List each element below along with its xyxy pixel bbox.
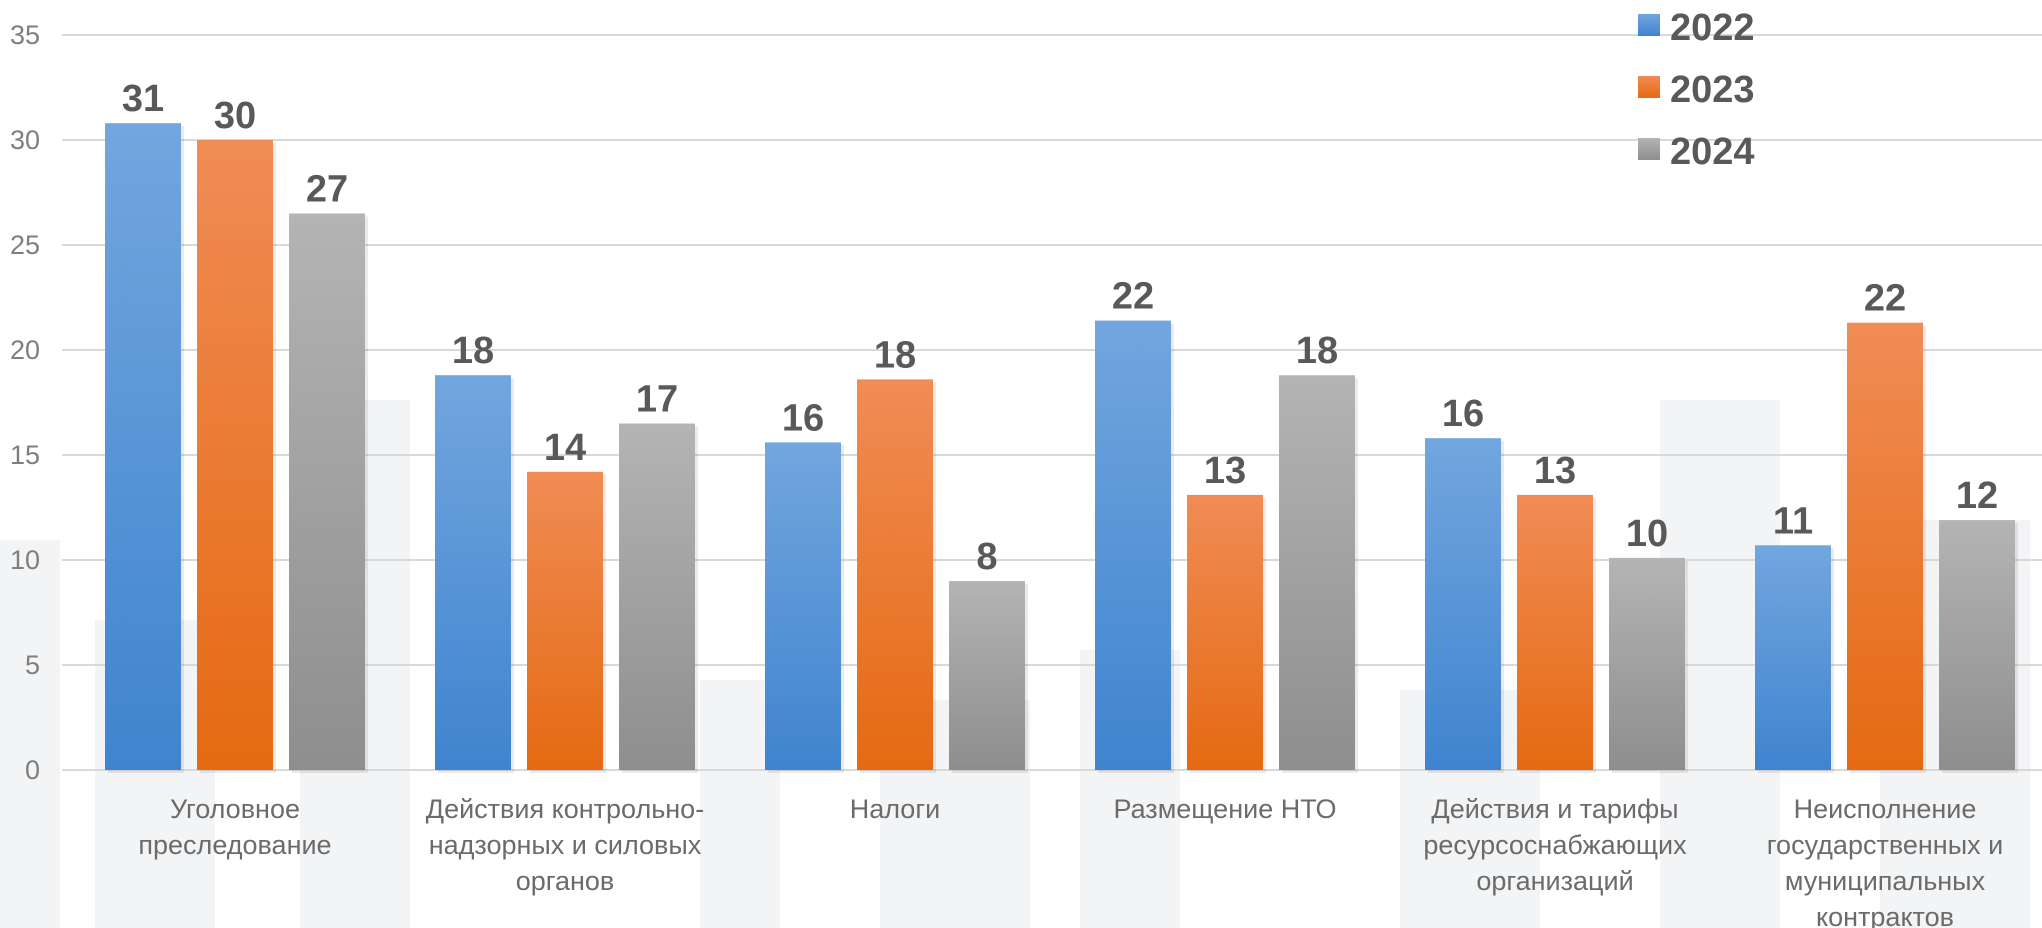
bar-2024-2 [949, 581, 1025, 770]
bar-2022-4 [1425, 438, 1501, 770]
x-category-label: Размещение НТО [1113, 794, 1336, 824]
data-label: 17 [636, 379, 678, 421]
y-tick-label: 25 [10, 230, 40, 260]
x-axis: Уголовное преследование Действия контрольн… [138, 794, 2003, 928]
x-category-label: органов [516, 866, 615, 896]
bar-2024-4 [1609, 557, 1685, 770]
data-label: 10 [1626, 513, 1668, 555]
x-category-label: Действия контрольно- [426, 794, 704, 824]
legend-swatch-2022 [1638, 14, 1660, 36]
bar-2024-0 [289, 213, 365, 770]
bar-2024-3 [1279, 375, 1355, 770]
bar-2024-1 [619, 423, 695, 770]
bar-2022-5 [1755, 545, 1831, 770]
x-category-label: Уголовное [170, 794, 300, 824]
bar-2023-2 [857, 379, 933, 770]
x-category-label: преследование [138, 830, 331, 860]
bars [105, 123, 2018, 773]
x-category-label: Действия и тарифы [1431, 794, 1678, 824]
y-tick-label: 0 [25, 755, 40, 785]
x-category-label: контрактов [1816, 902, 1954, 928]
y-tick-label: 20 [10, 335, 40, 365]
y-tick-label: 35 [10, 20, 40, 50]
data-label: 18 [1296, 330, 1338, 372]
y-tick-label: 10 [10, 545, 40, 575]
x-category-label: ресурсоснабжающих [1423, 830, 1687, 860]
data-label: 13 [1204, 450, 1246, 492]
data-label: 22 [1112, 276, 1154, 318]
bar-2023-0 [197, 140, 273, 770]
bar-2024-5 [1939, 520, 2015, 770]
x-category-label: Налоги [850, 794, 941, 824]
data-label: 30 [214, 95, 256, 137]
bar-2023-1 [527, 471, 603, 770]
data-labels: 31 30 27 18 14 17 16 18 8 22 13 18 16 13 10 11 22 12 [122, 78, 1998, 578]
data-label: 18 [452, 330, 494, 372]
legend-label: 2024 [1670, 131, 1755, 173]
x-category-label: надзорных и силовых [429, 830, 702, 860]
gridlines [62, 34, 2042, 771]
x-category-label: организаций [1476, 866, 1633, 896]
data-label: 11 [1773, 500, 1813, 542]
data-label: 27 [306, 169, 348, 211]
legend-label: 2023 [1670, 69, 1755, 111]
y-axis: 0 5 10 15 20 25 30 35 [10, 20, 40, 785]
data-label: 13 [1534, 450, 1576, 492]
bar-2022-0 [105, 123, 181, 770]
x-category-label: государственных и [1767, 830, 2003, 860]
y-tick-label: 15 [10, 440, 40, 470]
data-label: 8 [976, 536, 997, 578]
data-label: 18 [874, 334, 916, 376]
legend-swatch-2023 [1638, 76, 1660, 98]
y-tick-label: 30 [10, 125, 40, 155]
data-label: 16 [1442, 393, 1484, 435]
data-label: 12 [1956, 475, 1998, 517]
bar-2023-3 [1187, 494, 1263, 770]
bar-2023-5 [1847, 322, 1923, 770]
x-category-label: муниципальных [1785, 866, 1986, 896]
bar-2022-1 [435, 375, 511, 770]
bar-2022-2 [765, 442, 841, 770]
data-label: 31 [122, 78, 164, 120]
legend-swatch-2024 [1638, 138, 1660, 160]
legend: 2022 2023 2024 [1638, 7, 1755, 173]
bar-2023-4 [1517, 494, 1593, 770]
bar-2022-3 [1095, 320, 1171, 770]
legend-label: 2022 [1670, 7, 1755, 49]
data-label: 16 [782, 397, 824, 439]
data-label: 14 [544, 427, 586, 469]
data-label: 22 [1864, 278, 1906, 320]
x-category-label: Неисполнение [1794, 794, 1977, 824]
y-tick-label: 5 [25, 650, 40, 680]
